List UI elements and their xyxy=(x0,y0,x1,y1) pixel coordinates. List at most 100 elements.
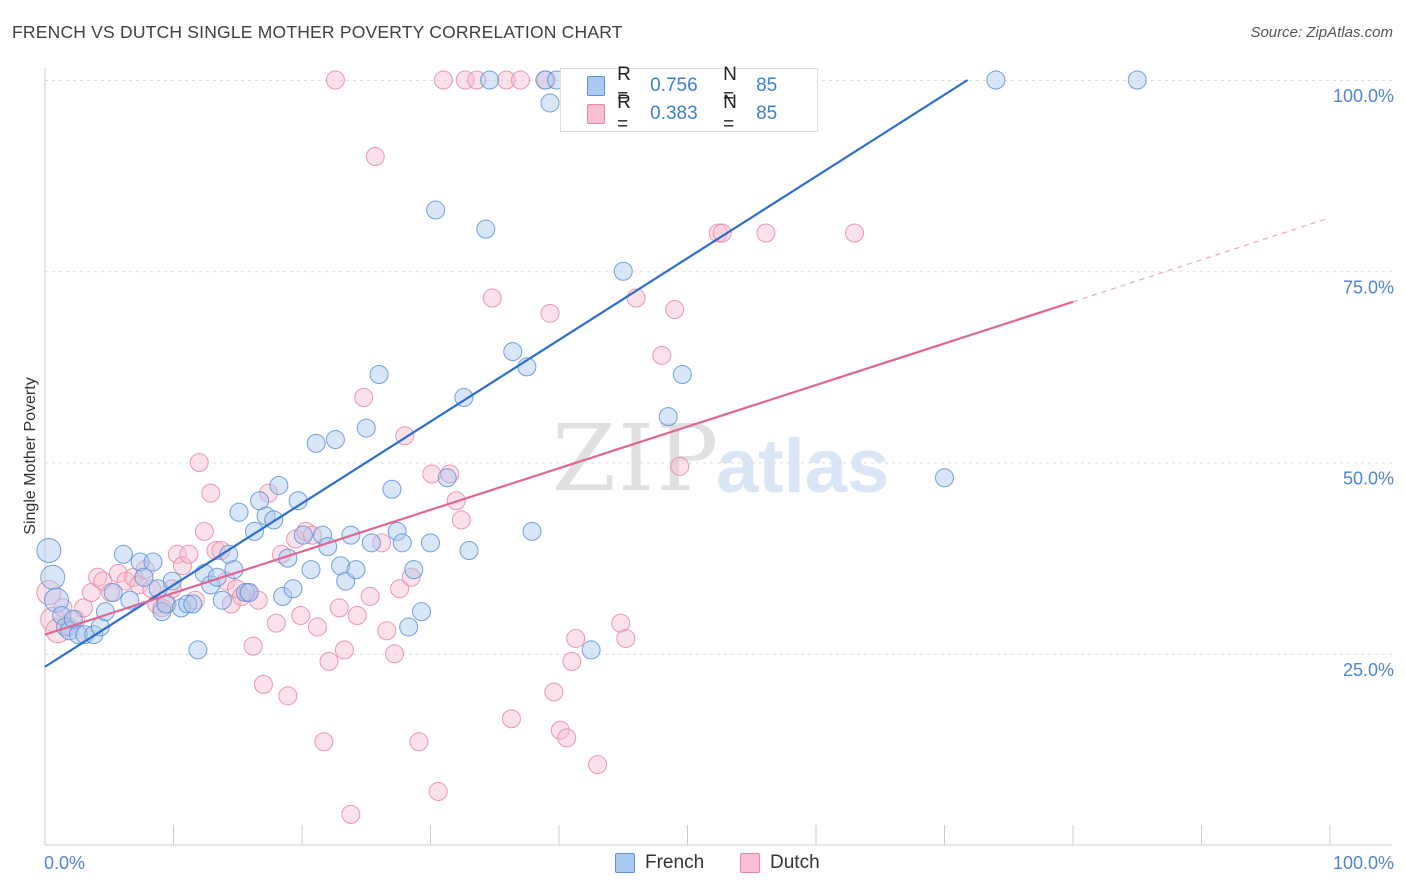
dutch-point xyxy=(243,636,263,656)
french-point xyxy=(293,525,313,545)
dutch-point xyxy=(540,303,560,323)
french-point xyxy=(219,544,239,564)
french-point xyxy=(361,533,381,553)
y-tick-label: 75.0% xyxy=(1343,277,1394,297)
dutch-point xyxy=(334,640,354,660)
french-point xyxy=(503,342,523,362)
dutch-point xyxy=(325,70,345,90)
y-tick-label: 25.0% xyxy=(1343,660,1394,680)
source-label: Source: ZipAtlas.com xyxy=(1250,24,1393,41)
french-point xyxy=(480,70,500,90)
x-tick-label: 0.0% xyxy=(44,853,85,873)
french-point xyxy=(404,560,424,580)
dutch-point xyxy=(360,586,380,606)
dutch-point xyxy=(670,456,690,476)
french-legend-label: French xyxy=(645,852,705,873)
french-point xyxy=(535,70,555,90)
dutch-point xyxy=(341,804,361,824)
dutch-swatch xyxy=(587,104,606,124)
french-point xyxy=(672,365,692,385)
dutch-point xyxy=(372,533,392,553)
dutch-point xyxy=(845,223,865,243)
bottom-legend-french[interactable]: French xyxy=(615,852,704,874)
dutch-point xyxy=(616,628,636,648)
dutch-point xyxy=(201,483,221,503)
french-point xyxy=(239,583,259,603)
french-point xyxy=(183,594,203,614)
dutch-point xyxy=(482,288,502,308)
french-point xyxy=(178,594,198,614)
french-point xyxy=(392,533,412,553)
dutch-point xyxy=(401,567,421,587)
dutch-point xyxy=(385,644,405,664)
french-point xyxy=(459,540,479,560)
french-n-label: N = xyxy=(723,64,737,107)
french-point xyxy=(421,533,440,553)
dutch-point xyxy=(307,617,327,637)
dutch-point xyxy=(409,732,429,752)
french-point xyxy=(356,418,376,438)
dutch-point xyxy=(756,223,776,243)
french-point xyxy=(68,625,88,645)
french-point xyxy=(986,70,1006,90)
french-point xyxy=(269,475,289,495)
dutch-point xyxy=(172,556,192,576)
dutch-r-value: 0.383 xyxy=(650,103,698,124)
french-point xyxy=(143,552,163,572)
french-point xyxy=(40,564,66,590)
french-point xyxy=(301,560,321,580)
french-point xyxy=(476,219,496,239)
french-point xyxy=(613,261,633,281)
french-point xyxy=(134,567,154,587)
french-point xyxy=(188,640,208,660)
french-point xyxy=(36,537,62,563)
dutch-point xyxy=(179,544,199,564)
dutch-point xyxy=(652,345,672,365)
french-r-value: 0.756 xyxy=(650,75,698,96)
legend-row-dutch: R = 0.383 N = 85 xyxy=(587,92,817,135)
french-point xyxy=(207,567,227,587)
dutch-trend-extension xyxy=(1072,217,1331,303)
legend-row-french: R = 0.756 N = 85 xyxy=(587,64,817,107)
french-trend-line xyxy=(44,79,969,668)
dutch-point xyxy=(36,580,62,606)
french-point xyxy=(306,433,326,453)
dutch-point xyxy=(510,70,530,90)
french-point xyxy=(346,560,366,580)
french-point xyxy=(52,606,72,625)
y-tick-label: 50.0% xyxy=(1343,469,1394,489)
french-point xyxy=(658,407,678,427)
french-swatch xyxy=(587,76,606,96)
dutch-n-label: N = xyxy=(723,92,737,135)
french-point xyxy=(273,586,293,606)
dutch-point xyxy=(291,606,311,625)
dutch-point xyxy=(354,387,374,407)
dutch-point xyxy=(557,728,577,748)
french-point xyxy=(522,521,542,541)
french-point xyxy=(387,521,407,541)
dutch-point xyxy=(390,579,410,599)
x-tick-label: 100.0% xyxy=(1333,853,1394,873)
french-point xyxy=(426,200,446,220)
dutch-point xyxy=(496,70,516,90)
y-axis-title: Single Mother Poverty xyxy=(22,377,39,534)
french-point xyxy=(325,430,345,450)
french-point xyxy=(540,93,560,113)
dutch-point xyxy=(319,651,339,671)
french-legend-swatch xyxy=(615,853,635,873)
dutch-point xyxy=(544,682,564,702)
dutch-r-label: R = xyxy=(617,92,631,135)
dutch-point xyxy=(712,223,732,243)
dutch-point xyxy=(278,686,298,706)
bottom-legend-dutch[interactable]: Dutch xyxy=(740,852,820,874)
dutch-point xyxy=(189,453,209,472)
french-n-value: 85 xyxy=(756,75,778,96)
dutch-point xyxy=(347,606,367,625)
dutch-legend-label: Dutch xyxy=(770,852,820,873)
dutch-point xyxy=(314,732,334,752)
french-point xyxy=(113,544,133,564)
french-point xyxy=(1127,70,1147,90)
dutch-point xyxy=(253,674,273,694)
dutch-point xyxy=(266,613,286,633)
